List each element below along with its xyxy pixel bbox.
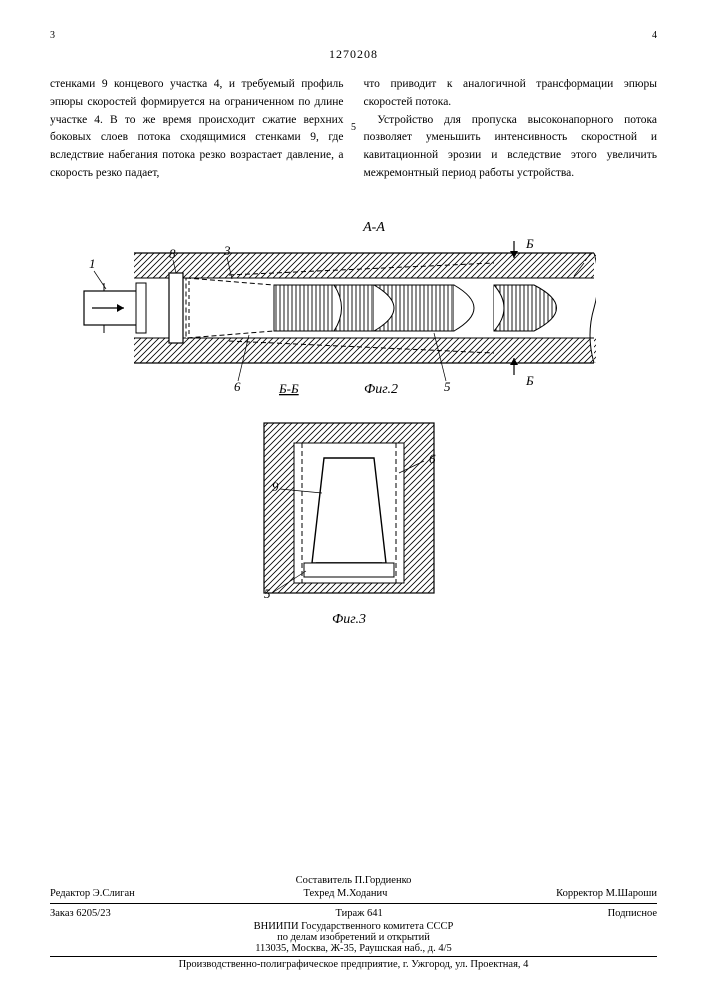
fig3-label-6: 6 bbox=[429, 451, 436, 466]
right-column: что приводит к аналогичной трансформации… bbox=[364, 76, 658, 183]
corrector: Корректор М.Шароши bbox=[556, 888, 657, 899]
fig2-label-3: 3 bbox=[223, 243, 231, 258]
fig2-caption: Фиг.2 bbox=[364, 382, 398, 397]
fig2-label-8: 8 bbox=[169, 246, 176, 261]
right-col-p1: что приводит к аналогичной трансформации… bbox=[364, 78, 658, 108]
footer-block: Составитель П.Гордиенко Редактор Э.Слига… bbox=[50, 875, 657, 970]
section-b-top: Б bbox=[525, 236, 534, 251]
fig2-label-6: 6 bbox=[234, 379, 241, 394]
fig2-label-7: 7 bbox=[584, 249, 591, 264]
tech: Техред М.Ходанич bbox=[304, 888, 388, 899]
editor: Редактор Э.Слиган bbox=[50, 888, 135, 899]
section-b-bot: Б bbox=[525, 373, 534, 388]
patent-page: 3 4 1270208 стенками 9 концевого участка… bbox=[0, 0, 707, 1000]
credits-row: Редактор Э.Слиган Техред М.Ходанич Корре… bbox=[50, 886, 657, 901]
order: Заказ 6205/23 bbox=[50, 908, 111, 919]
figures-block: А-А bbox=[50, 213, 657, 633]
margin-line-number: 5 bbox=[351, 122, 356, 133]
subscription: Подписное bbox=[608, 908, 657, 919]
fig2-label-1: 1 bbox=[89, 256, 96, 271]
fig2-label-5: 5 bbox=[444, 379, 451, 394]
page-num-right: 4 bbox=[652, 30, 657, 41]
org2: по делам изобретений и открытий bbox=[50, 932, 657, 943]
print-house: Производственно-полиграфическое предприя… bbox=[50, 959, 657, 970]
compiler-line: Составитель П.Гордиенко bbox=[50, 875, 657, 886]
right-col-p2: Устройство для пропуска высоконапорного … bbox=[364, 114, 658, 179]
order-row: Заказ 6205/23 Тираж 641 Подписное bbox=[50, 906, 657, 921]
org1: ВНИИПИ Государственного комитета СССР bbox=[50, 921, 657, 932]
section-aa-label: А-А bbox=[362, 220, 385, 235]
tirage: Тираж 641 bbox=[335, 908, 382, 919]
document-number: 1270208 bbox=[50, 47, 657, 62]
page-number-row: 3 4 bbox=[50, 30, 657, 41]
figure-2: А-А bbox=[74, 213, 634, 413]
section-bb-label: Б-Б bbox=[278, 381, 299, 396]
figure-3: 6 9 5 Фиг.3 bbox=[224, 413, 484, 633]
page-num-left: 3 bbox=[50, 30, 55, 41]
address: 113035, Москва, Ж-35, Раушская наб., д. … bbox=[50, 943, 657, 954]
fig3-label-9: 9 bbox=[272, 479, 279, 494]
fig3-caption: Фиг.3 bbox=[331, 612, 365, 627]
left-column: стенками 9 концевого участка 4, и требуе… bbox=[50, 76, 344, 183]
fig3-label-5: 5 bbox=[264, 586, 271, 601]
